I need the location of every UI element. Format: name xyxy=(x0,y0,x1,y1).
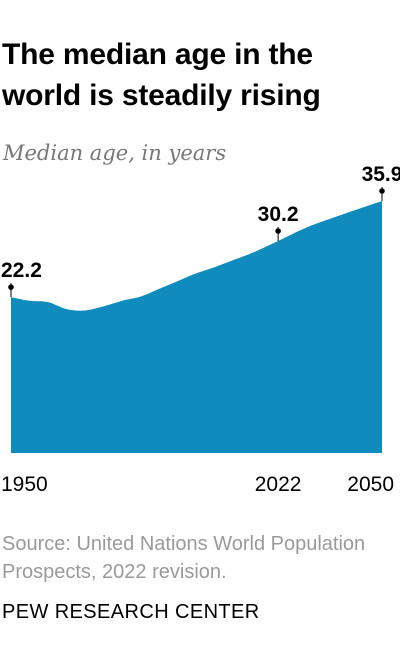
point-marker xyxy=(379,188,385,194)
point-marker xyxy=(8,284,14,290)
data-label: 30.2 xyxy=(258,203,299,226)
chart-subtitle: Median age, in years xyxy=(3,141,227,165)
x-tick-label: 1950 xyxy=(1,473,48,496)
data-label: 22.2 xyxy=(1,259,42,282)
source-note: Source: United Nations World Population … xyxy=(2,533,366,583)
point-markers: 22.2 30.2 35.9 xyxy=(1,163,400,298)
x-tick-label: 2050 xyxy=(347,473,394,496)
organization-name: PEW RESEARCH CENTER xyxy=(2,601,260,623)
x-axis-ticks: 1950 2022 2050 xyxy=(1,473,394,496)
x-tick-label: 2022 xyxy=(255,473,302,496)
point-marker xyxy=(275,228,281,234)
chart-title: The median age in the world is steadily … xyxy=(2,38,321,112)
data-label: 35.9 xyxy=(362,163,400,186)
series-area xyxy=(11,201,382,453)
